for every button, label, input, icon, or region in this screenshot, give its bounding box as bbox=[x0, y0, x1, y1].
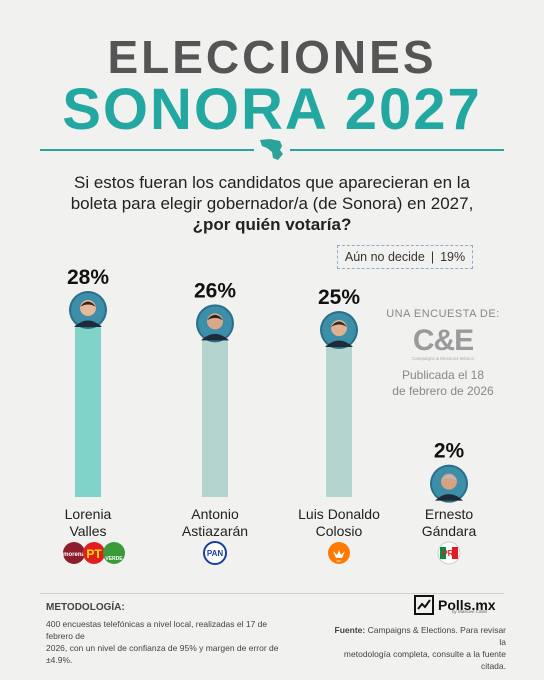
polls-mx-brand: Polls.mx by Massive Caller bbox=[414, 595, 496, 615]
source-label: UNA ENCUESTA DE: bbox=[386, 308, 500, 320]
pan-logo-text: PAN bbox=[207, 549, 224, 558]
undecided-value: 19% bbox=[440, 250, 466, 264]
undecided-separator: | bbox=[430, 250, 435, 264]
avatar-hair-1 bbox=[80, 301, 96, 307]
party-logo-luis: MC bbox=[328, 542, 350, 564]
publish-date-line-2: de febrero de 2026 bbox=[392, 384, 494, 398]
source-note-label: Fuente: bbox=[334, 625, 366, 635]
avatar-hair-2 bbox=[207, 314, 223, 321]
morena-logo-text: morena bbox=[63, 552, 85, 558]
source-note-line-1: Fuente: Campaigns & Elections. Para revi… bbox=[330, 624, 506, 648]
methodology-line-1: 400 encuestas telefónicas a nivel local,… bbox=[46, 619, 268, 641]
bar-2 bbox=[202, 323, 228, 497]
footer-rule bbox=[40, 593, 504, 594]
avatar-body-2 bbox=[201, 333, 229, 341]
avatars-group bbox=[69, 291, 468, 503]
candidate-avatar-1 bbox=[69, 291, 107, 329]
pri-logo-text: PRI bbox=[442, 549, 455, 558]
source-note-line-2: metodología completa, consulte a la fuen… bbox=[343, 649, 506, 671]
category-label-4-line-2: Gándara bbox=[422, 523, 477, 539]
candidate-avatar-2 bbox=[196, 304, 234, 343]
mc-eagle-icon bbox=[333, 550, 345, 558]
candidate-avatar-4 bbox=[430, 464, 468, 503]
mc-logo-text: MC bbox=[337, 559, 342, 563]
candidate-avatar-3 bbox=[320, 311, 358, 350]
avatar-body-3 bbox=[325, 340, 353, 348]
brand-name: Polls.mx bbox=[438, 597, 496, 613]
value-label-3: 25% bbox=[318, 286, 360, 309]
bar-3 bbox=[326, 330, 352, 497]
category-label-1-line-1: Lorenia bbox=[65, 506, 112, 522]
value-label-2: 26% bbox=[194, 279, 236, 302]
question-line-2: boleta para elegir gobernador/a (de Sono… bbox=[70, 194, 474, 213]
category-label-3-line-1: Luis Donaldo bbox=[298, 506, 380, 522]
methodology-line-2: 2026, con un nivel de confianza de 95% y… bbox=[46, 643, 279, 665]
party-logos-lorenia: morena PT VERDE bbox=[63, 542, 125, 564]
avatar-hair-4 bbox=[441, 475, 457, 481]
header-rule-left bbox=[40, 149, 254, 151]
survey-question: Si estos fueran los candidatos que apare… bbox=[40, 172, 504, 235]
source-note: Fuente: Campaigns & Elections. Para revi… bbox=[330, 624, 506, 672]
category-label-4-line-1: Ernesto bbox=[425, 506, 473, 522]
polls-chart-icon bbox=[414, 595, 434, 615]
avatar-body-4 bbox=[435, 494, 463, 501]
pri-red-stripe bbox=[452, 547, 458, 559]
publish-date-line-1: Publicada el 18 bbox=[401, 368, 485, 382]
category-label-3-line-2: Colosio bbox=[316, 523, 363, 539]
pt-logo-text: PT bbox=[86, 547, 102, 561]
ce-logo-sub: Campaigns & Elections México bbox=[411, 356, 475, 361]
party-logo-ernesto: PRI bbox=[437, 541, 461, 565]
question-line-1: Si estos fueran los candidatos que apare… bbox=[74, 173, 470, 192]
bars-group bbox=[75, 310, 462, 497]
title-sonora-2027: SONORA 2027 bbox=[62, 77, 482, 142]
category-label-1-line-2: Valles bbox=[69, 523, 106, 539]
undecided-box: Aún no decide | 19% bbox=[337, 245, 473, 269]
methodology: METODOLOGÍA: 400 encuestas telefónicas a… bbox=[46, 602, 296, 666]
morena-logo-icon bbox=[63, 542, 85, 564]
value-label-4: 2% bbox=[434, 440, 465, 463]
undecided-label: Aún no decide bbox=[344, 250, 425, 264]
sonora-map-icon bbox=[260, 139, 283, 160]
party-logo-antonio: PAN bbox=[203, 541, 227, 565]
pt-logo-icon bbox=[83, 542, 105, 564]
verde-logo-text: VERDE bbox=[105, 556, 123, 562]
bar-1 bbox=[75, 310, 101, 497]
methodology-title: METODOLOGÍA: bbox=[46, 602, 125, 613]
ce-logo: C&E bbox=[412, 324, 474, 357]
pri-green-stripe bbox=[440, 547, 446, 559]
avatar-hair-3 bbox=[331, 321, 347, 328]
pan-logo-icon bbox=[203, 541, 227, 565]
title-elecciones: ELECCIONES bbox=[107, 31, 437, 83]
question-bold: ¿por quién votaría? bbox=[192, 215, 352, 234]
survey-source: UNA ENCUESTA DE: C&E Campaigns & Electio… bbox=[383, 308, 503, 399]
value-label-1: 28% bbox=[67, 266, 109, 289]
header-rule-right bbox=[290, 149, 504, 151]
brand-sub: by Massive Caller bbox=[452, 609, 488, 614]
avatar-body-1 bbox=[74, 320, 102, 327]
verde-logo-icon bbox=[103, 542, 125, 564]
category-label-2-line-1: Antonio bbox=[191, 506, 239, 522]
publish-date: Publicada el 18 de febrero de 2026 bbox=[383, 367, 503, 399]
category-label-2-line-2: Astiazarán bbox=[182, 523, 248, 539]
source-note-text-1: Campaigns & Elections. Para revisar la bbox=[365, 625, 506, 647]
